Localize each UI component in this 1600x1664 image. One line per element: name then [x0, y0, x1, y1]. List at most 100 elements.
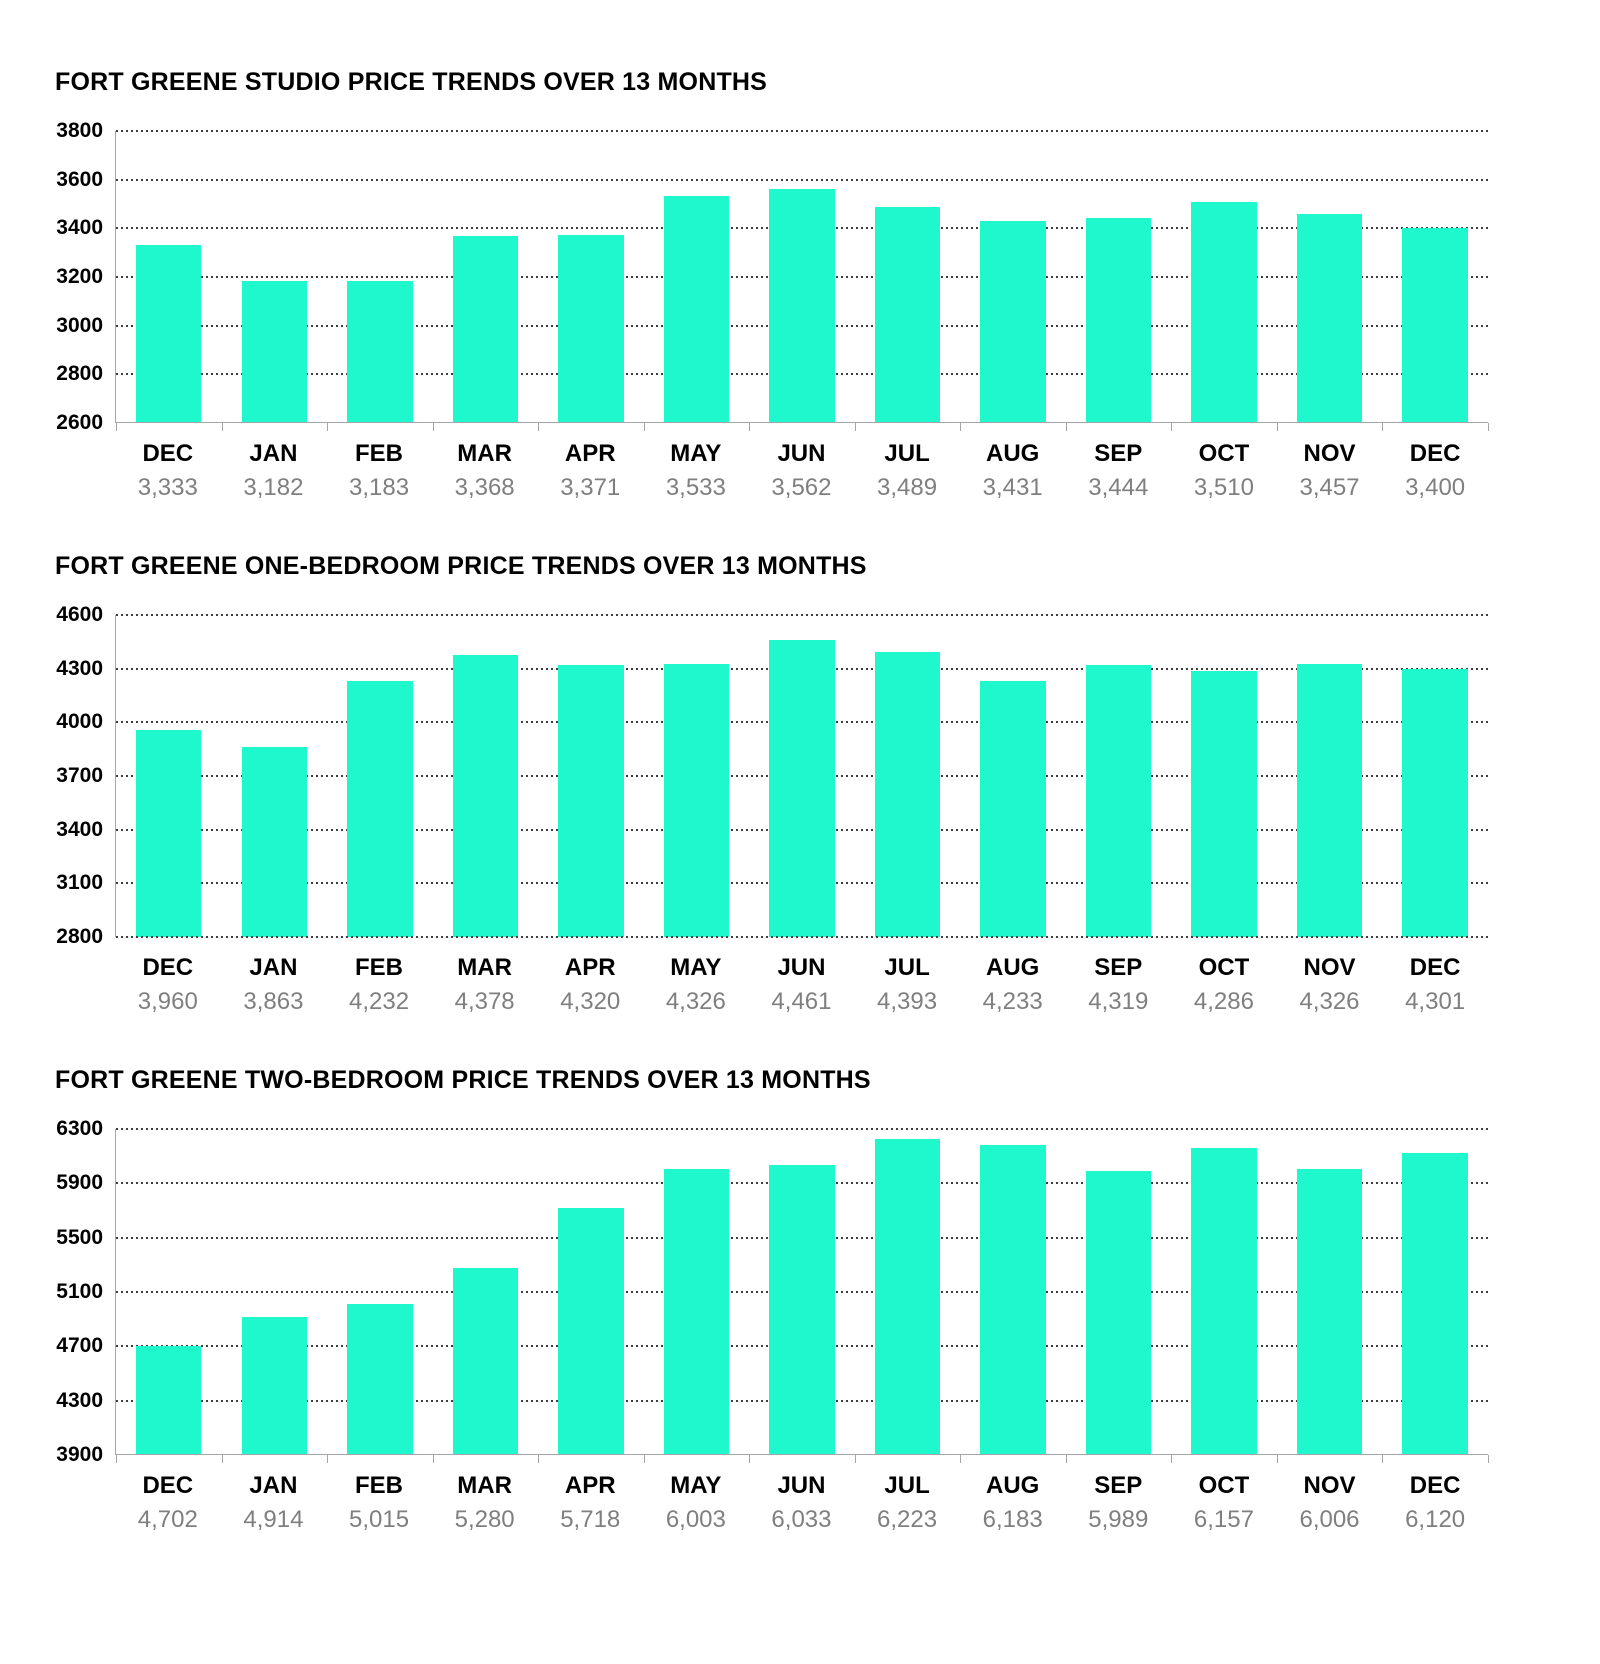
- month-label: MAY: [670, 440, 722, 467]
- y-axis-label: 3200: [56, 265, 103, 288]
- value-label: 3,371: [560, 474, 621, 501]
- y-axis-label: 3400: [56, 817, 103, 841]
- value-label: 5,989: [1088, 1506, 1149, 1533]
- bar-slot: [855, 615, 961, 937]
- studio-chart-title: FORT GREENE STUDIO PRICE TRENDS OVER 13 …: [55, 68, 768, 96]
- value-label: 3,183: [348, 474, 410, 501]
- month-label: MAY: [670, 1472, 722, 1499]
- value-label: 4,233: [982, 988, 1043, 1015]
- x-label-group: JUL 3,489: [854, 439, 960, 502]
- bar: [558, 1208, 624, 1455]
- bar: [558, 665, 624, 937]
- value-label: 5,280: [454, 1506, 515, 1533]
- month-label: OCT: [1198, 440, 1250, 467]
- y-axis: 6300 5900 5500 5100 4700 4300 3900: [0, 1118, 115, 1466]
- value-label: 6,006: [1299, 1506, 1360, 1533]
- bar-slot: [1066, 615, 1172, 937]
- x-label-group: OCT 4,286: [1171, 953, 1277, 1016]
- bar-slot: [1171, 1129, 1277, 1455]
- x-label-group: JAN 3,863: [221, 953, 327, 1016]
- bar: [241, 1317, 307, 1455]
- x-axis-tick: [1382, 423, 1384, 431]
- bar: [452, 654, 519, 937]
- x-label-group: SEP 5,989: [1065, 1471, 1171, 1534]
- y-axis: 4600 4300 4000 3700 3400 3100 2800: [0, 604, 115, 948]
- month-label: FEB: [355, 954, 404, 981]
- x-axis-tick: [1065, 1455, 1067, 1463]
- plot: [115, 1128, 1489, 1463]
- x-axis-tick: [1488, 423, 1489, 431]
- bar: [347, 281, 413, 423]
- x-label-group: DEC 4,702: [115, 1471, 221, 1534]
- bar: [558, 235, 624, 423]
- month-label: MAY: [670, 954, 722, 981]
- month-label: NOV: [1303, 440, 1356, 467]
- x-label-group: DEC 3,400: [1382, 439, 1488, 502]
- one-bedroom-chart-title: FORT GREENE ONE-BEDROOM PRICE TRENDS OVE…: [55, 552, 867, 580]
- x-axis-tick: [1382, 1455, 1384, 1463]
- bar-slot: [116, 131, 222, 423]
- x-axis-line: [116, 1454, 1488, 1455]
- x-label-group: JUN 4,461: [749, 953, 855, 1016]
- bar: [1402, 1153, 1468, 1455]
- plot-wrap: [115, 1128, 1489, 1463]
- x-axis-tick: [221, 1455, 223, 1463]
- x-axis-tick: [854, 1455, 856, 1463]
- x-label-group: MAY 3,533: [643, 439, 749, 502]
- month-label: JUL: [884, 954, 930, 981]
- x-axis-tick: [327, 423, 329, 431]
- value-label: 6,157: [1193, 1506, 1254, 1533]
- x-axis-line: [116, 422, 1488, 423]
- x-label-group: FEB 5,015: [326, 1471, 432, 1534]
- x-label-group: AUG 4,233: [960, 953, 1066, 1016]
- y-axis-label: 5500: [56, 1225, 103, 1249]
- value-label: 4,326: [665, 988, 726, 1015]
- plot-wrap: [115, 614, 1488, 938]
- one-bedroom-bar-chart: 4600 4300 4000 3700 3400 3100 2800 DEC 3,960 JAN 3…: [0, 604, 1600, 1016]
- x-axis-tick: [327, 1455, 329, 1463]
- bar-slot: [327, 1129, 433, 1455]
- value-label: 6,003: [665, 1506, 726, 1533]
- gridline: [116, 614, 1488, 616]
- bar: [1191, 671, 1257, 937]
- bar-slot: [433, 1129, 539, 1455]
- month-label: APR: [564, 954, 616, 981]
- bar-slot: [1382, 615, 1488, 937]
- month-label: DEC: [142, 440, 194, 467]
- bar: [1191, 201, 1257, 423]
- x-label-group: DEC 3,333: [115, 439, 221, 502]
- month-label: JUN: [777, 440, 826, 467]
- value-label: 3,863: [243, 988, 304, 1015]
- x-label-group: JUN 3,562: [749, 439, 855, 502]
- studio-chart-block: FORT GREENE STUDIO PRICE TRENDS OVER 13 …: [0, 68, 1600, 502]
- bar: [874, 206, 941, 423]
- x-axis-tick: [221, 423, 223, 431]
- x-axis-tick: [854, 423, 856, 431]
- bar-slot: [1382, 131, 1488, 423]
- bar-slot: [1171, 615, 1277, 937]
- bar: [1085, 217, 1152, 423]
- bar: [769, 639, 835, 937]
- month-label: APR: [564, 440, 616, 467]
- bar: [1296, 214, 1363, 423]
- bar: [980, 220, 1046, 423]
- x-label-group: JAN 4,914: [221, 1471, 327, 1534]
- month-label: JAN: [249, 954, 298, 981]
- month-label: MAR: [457, 1472, 512, 1499]
- y-axis-label: 3100: [56, 871, 103, 895]
- bar-slot: [433, 131, 539, 423]
- value-label: 6,033: [771, 1506, 832, 1533]
- bar-slot: [116, 1129, 222, 1455]
- x-label-group: AUG 6,183: [960, 1471, 1066, 1534]
- bar-slot: [538, 131, 644, 423]
- x-axis-labels: DEC 3,333 JAN 3,182 FEB 3,183 MAR 3,368 APR 3,371…: [115, 439, 1488, 502]
- bar-slot: [749, 615, 855, 937]
- value-label: 5,015: [348, 1506, 410, 1533]
- x-label-group: SEP 4,319: [1065, 953, 1171, 1016]
- month-label: NOV: [1303, 954, 1356, 981]
- month-label: OCT: [1198, 1472, 1250, 1499]
- value-label: 3,333: [137, 474, 198, 501]
- bar-slot: [222, 131, 328, 423]
- value-label: 4,301: [1405, 988, 1466, 1015]
